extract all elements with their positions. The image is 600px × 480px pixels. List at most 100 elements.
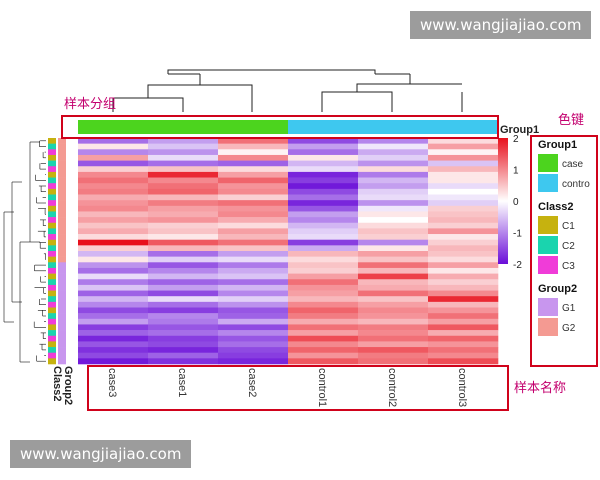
legend-item-label: C2 [562, 241, 575, 252]
heatmap-cell [288, 245, 359, 252]
heatmap-cell [288, 273, 359, 280]
heatmap-cell [428, 335, 499, 342]
heatmap-cell [428, 234, 499, 240]
class2-stripe [48, 211, 56, 218]
heatmap-cell [78, 166, 149, 173]
heatmap-cell [78, 296, 149, 303]
heatmap-cell [78, 205, 149, 212]
heatmap-cell [428, 296, 499, 303]
heatmap-cell [428, 138, 499, 144]
heatmap-cell [358, 239, 429, 246]
heatmap-cell [428, 228, 499, 235]
legend-swatch [538, 256, 558, 274]
color-bar-tick-label: 0 [513, 197, 519, 208]
column-annotation-cell [428, 120, 499, 134]
heatmap-cell [78, 313, 149, 320]
group2-stripe [58, 352, 66, 359]
class2-stripe [48, 301, 56, 308]
class2-stripe [48, 307, 56, 314]
heatmap-cell [428, 279, 499, 286]
heatmap-cell [78, 211, 149, 218]
sample-names-box [87, 365, 509, 411]
heatmap-cell [78, 256, 149, 263]
heatmap-cell [148, 239, 219, 246]
heatmap-cell [148, 262, 219, 269]
heatmap-cell [78, 222, 149, 229]
heatmap-cell [78, 307, 149, 314]
group2-stripe [58, 166, 66, 173]
heatmap-cell [148, 222, 219, 229]
heatmap-cell [218, 177, 289, 184]
group2-stripe [58, 177, 66, 184]
heatmap-cell [148, 154, 219, 161]
class2-stripe [48, 205, 56, 212]
watermark-top: www.wangjiajiao.com [410, 11, 592, 39]
group2-stripe [58, 211, 66, 218]
column-label: case1 [176, 368, 188, 397]
heatmap-cell [148, 313, 219, 320]
heatmap-cell [148, 149, 219, 156]
heatmap-cell [428, 200, 499, 207]
heatmap-cell [358, 188, 429, 195]
heatmap-cell [358, 352, 429, 359]
heatmap-cell [78, 149, 149, 156]
heatmap-cell [148, 273, 219, 280]
heatmap-cell [358, 166, 429, 173]
column-dendrogram [112, 69, 463, 112]
heatmap-cell [218, 279, 289, 286]
class2-stripe [48, 171, 56, 178]
class2-stripe [48, 143, 56, 150]
heatmap-cell [358, 324, 429, 331]
row-dendrogram [3, 140, 46, 363]
heatmap-cell [218, 330, 289, 337]
group2-stripe [58, 188, 66, 195]
group2-stripe [58, 301, 66, 308]
heatmap-cell [288, 239, 359, 246]
heatmap-cell [148, 341, 219, 348]
column-annotation-cell [78, 120, 149, 134]
class2-stripe [48, 341, 56, 348]
heatmap-cell [358, 183, 429, 190]
heatmap-cell [428, 222, 499, 229]
column-annotation-cell [148, 120, 219, 134]
heatmap-cell [288, 335, 359, 342]
group2-stripe [58, 228, 66, 235]
column-labels: case3 case1 case2 control1 control2 control3 [106, 368, 468, 407]
heatmap-cell [218, 358, 289, 365]
heatmap-cell [288, 256, 359, 263]
class2-stripe [48, 149, 56, 156]
heatmap-cell [428, 245, 499, 252]
heatmap-cell [358, 222, 429, 229]
class2-stripe [48, 267, 56, 274]
heatmap-cell [358, 335, 429, 342]
heatmap-cell [148, 171, 219, 178]
class2-stripe [48, 358, 56, 365]
heatmap-cells [78, 138, 499, 365]
group2-stripe [58, 143, 66, 150]
heatmap-cell [428, 205, 499, 212]
heatmap-cell [358, 194, 429, 201]
group2-stripe [58, 273, 66, 280]
legend-section-title: Group2 [538, 283, 577, 295]
color-key-annotation: 色键 [558, 112, 584, 127]
heatmap-cell [218, 301, 289, 308]
heatmap-cell [218, 296, 289, 303]
heatmap-cell [78, 318, 149, 325]
row-annotation-class2 [48, 138, 56, 365]
heatmap-cell [288, 183, 359, 190]
heatmap-cell [78, 335, 149, 342]
heatmap-cell [428, 301, 499, 308]
heatmap-cell [288, 324, 359, 331]
heatmap-cell [148, 267, 219, 274]
column-label: case3 [106, 368, 118, 397]
heatmap-cell [218, 228, 289, 235]
class2-stripe [48, 256, 56, 263]
group2-stripe [58, 358, 66, 365]
column-annotation-cell [358, 120, 429, 134]
class2-stripe [48, 138, 56, 144]
heatmap-cell [428, 341, 499, 348]
heatmap-cell [78, 341, 149, 348]
color-bar-tick-label: -1 [513, 229, 522, 240]
heatmap-cell [78, 273, 149, 280]
heatmap-cell [218, 352, 289, 359]
